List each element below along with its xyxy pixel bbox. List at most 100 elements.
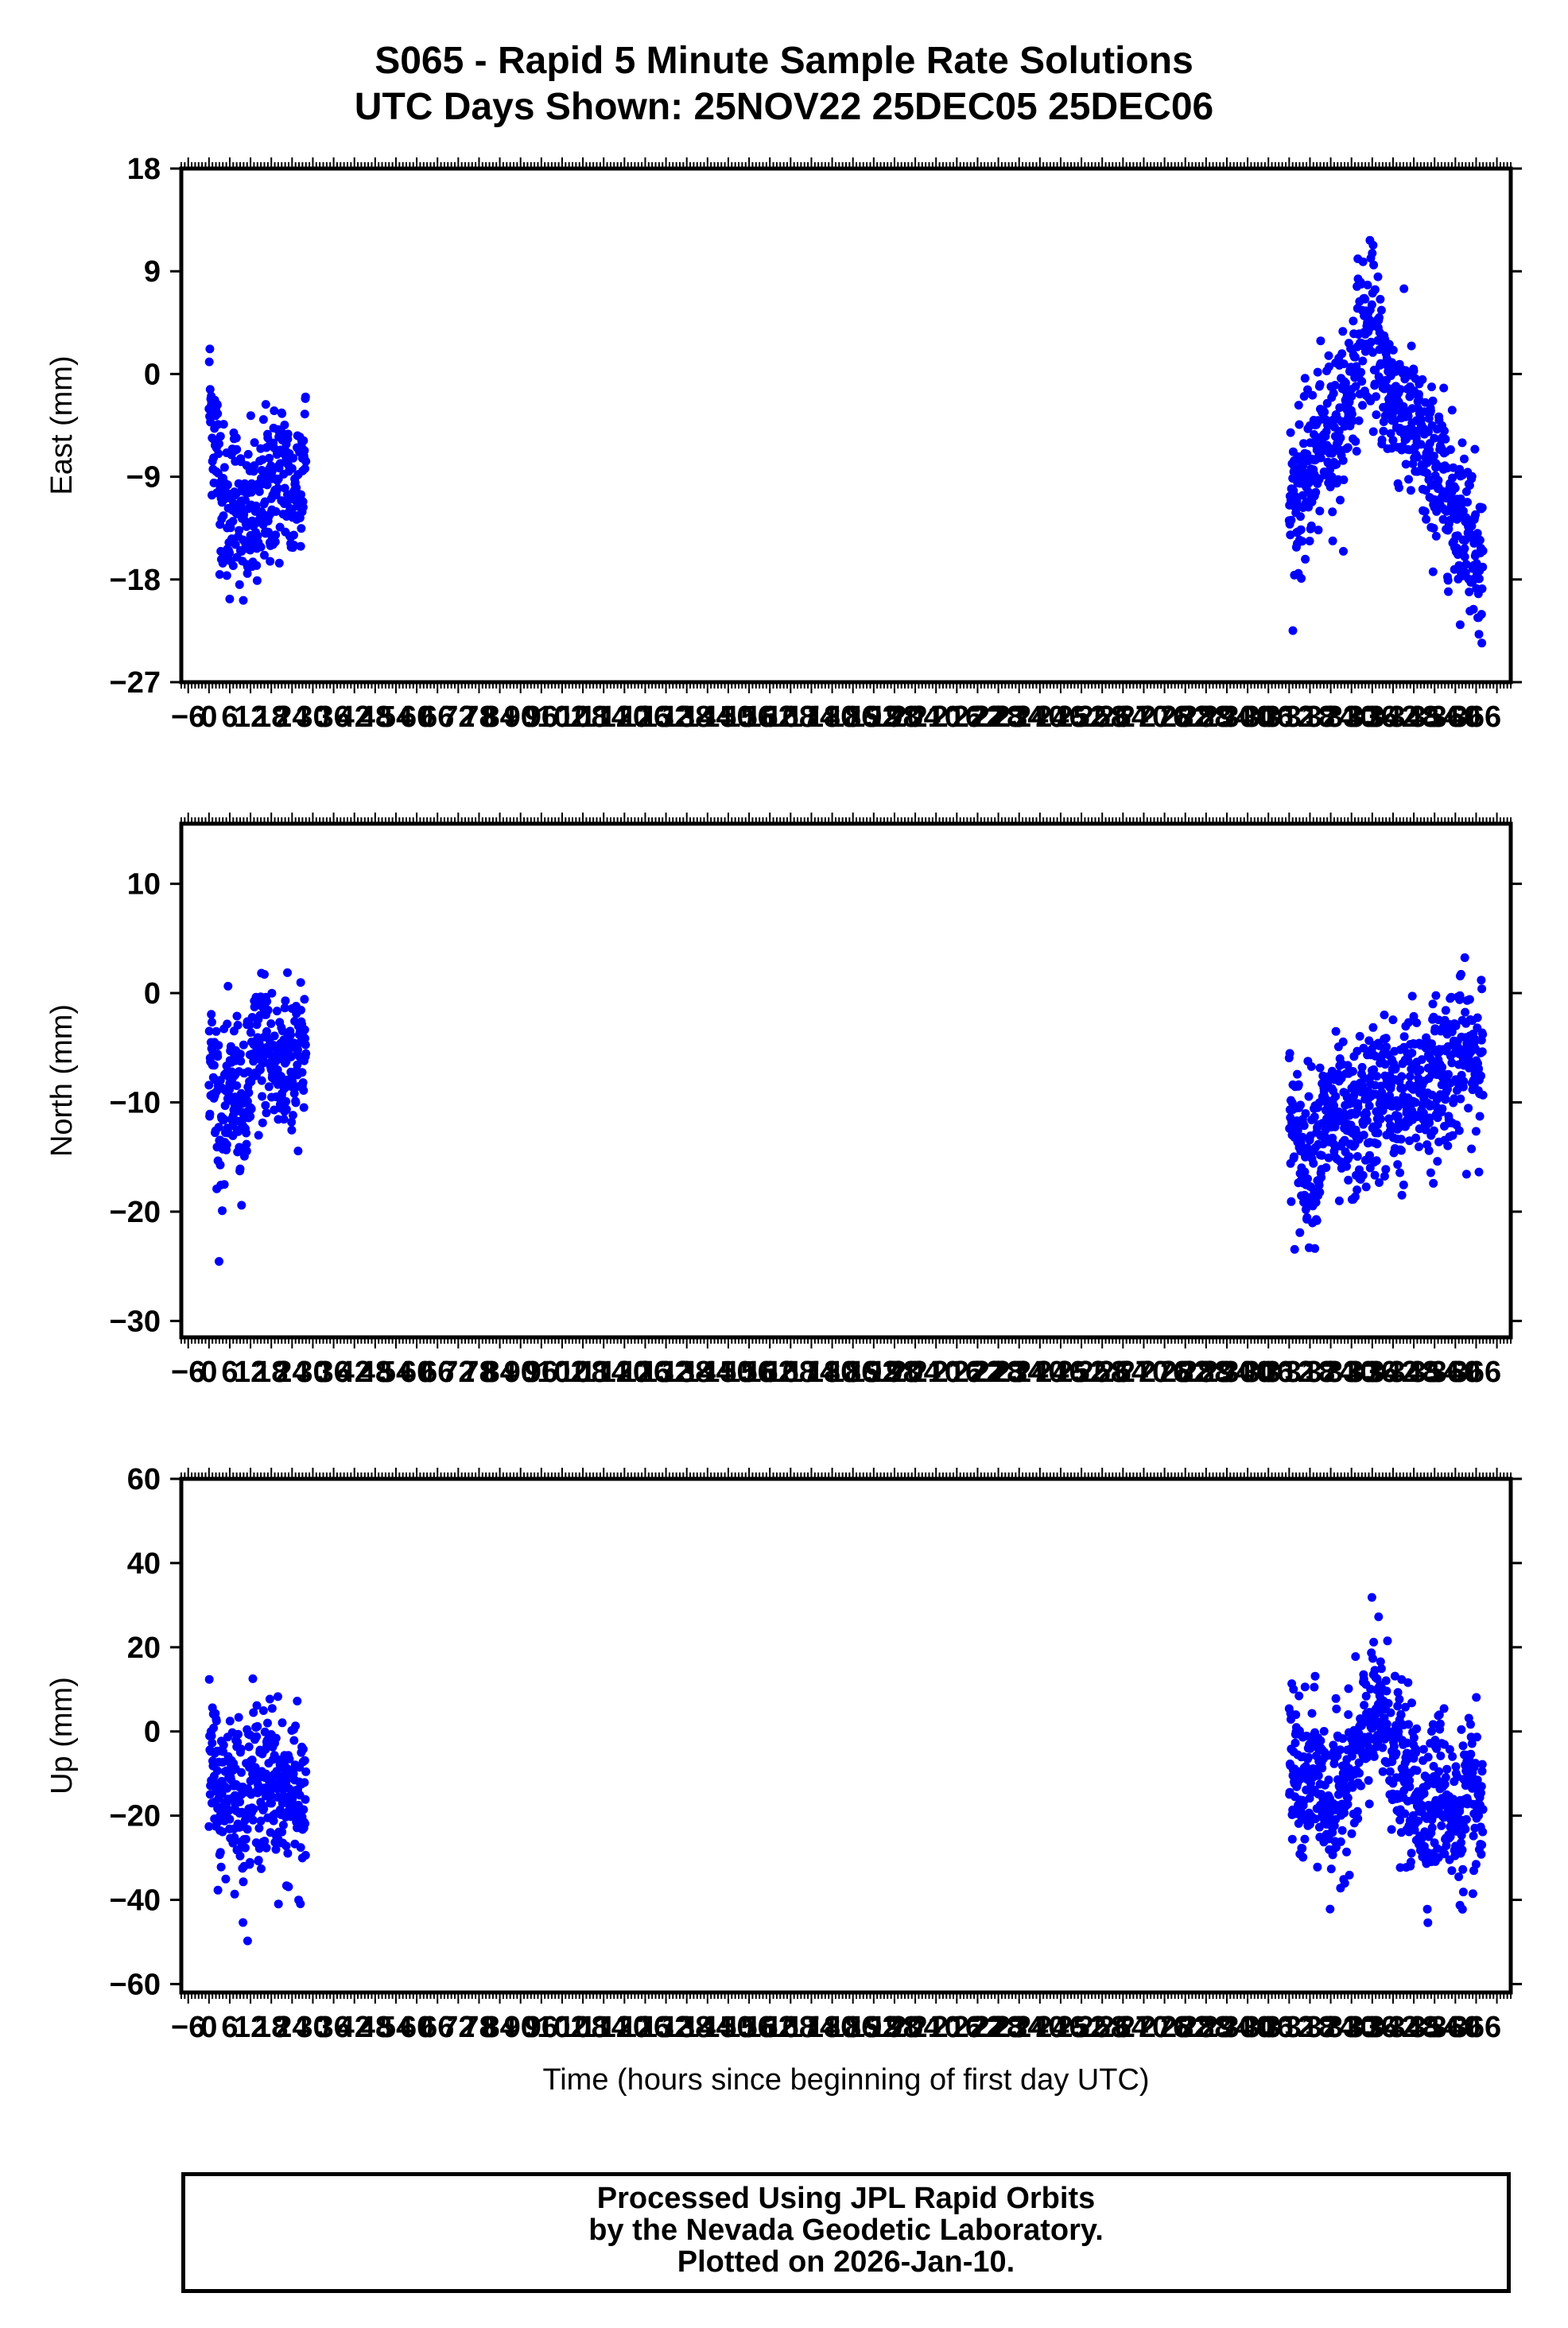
data-point <box>1446 445 1455 454</box>
data-point <box>223 981 233 991</box>
data-point <box>1315 1063 1325 1073</box>
data-point <box>1478 1827 1488 1837</box>
data-point <box>237 547 246 556</box>
data-point <box>1349 1067 1357 1076</box>
data-point <box>258 415 268 425</box>
data-point <box>252 576 262 585</box>
x-tick-label: 252 <box>1056 700 1106 734</box>
data-point <box>1285 1049 1294 1058</box>
data-point <box>233 1020 243 1030</box>
data-point <box>300 1756 309 1765</box>
x-tick-label: 210 <box>911 700 961 734</box>
data-point <box>1468 1889 1477 1899</box>
x-tick-label: 312 <box>1264 700 1314 734</box>
data-point <box>1411 1748 1421 1757</box>
data-point <box>1374 1612 1384 1621</box>
data-point <box>1360 1701 1369 1710</box>
data-point <box>1294 401 1303 410</box>
data-point <box>1372 1156 1381 1166</box>
x-tick-label: 336 <box>1347 700 1397 734</box>
data-point <box>253 531 262 541</box>
x-tick-label: 282 <box>1160 700 1210 734</box>
data-point <box>1395 385 1405 394</box>
data-point <box>1300 374 1310 383</box>
data-point <box>298 1744 308 1754</box>
data-point <box>1411 1133 1421 1143</box>
data-point <box>237 1767 246 1777</box>
data-point <box>1375 1178 1384 1187</box>
y-tick-label: 9 <box>144 255 161 289</box>
data-point <box>1309 1158 1318 1168</box>
data-point <box>278 409 287 418</box>
data-point <box>1310 1112 1319 1122</box>
data-point <box>1306 1062 1316 1071</box>
data-point <box>1358 401 1367 410</box>
data-point <box>1315 380 1325 390</box>
data-point <box>292 483 301 492</box>
data-point <box>215 1848 225 1857</box>
data-point <box>1454 561 1464 570</box>
data-point <box>1364 1799 1374 1809</box>
x-tick-label: 96 <box>525 700 558 734</box>
data-point <box>1362 1109 1371 1119</box>
data-point <box>300 995 309 1004</box>
data-point <box>1472 1693 1481 1702</box>
data-point <box>231 540 240 549</box>
data-point <box>1464 1104 1473 1113</box>
data-point <box>1477 984 1487 994</box>
plot-frame <box>179 821 1513 1340</box>
data-point <box>1302 1212 1312 1222</box>
data-point <box>1345 1870 1354 1880</box>
data-point <box>278 1026 287 1036</box>
data-point <box>212 1717 221 1725</box>
data-point <box>1477 1840 1487 1849</box>
data-point <box>266 557 275 566</box>
data-point <box>1294 420 1304 429</box>
data-point <box>232 444 242 454</box>
data-point <box>242 1147 251 1156</box>
data-point <box>1287 1834 1297 1844</box>
data-point <box>1300 1682 1310 1692</box>
data-point <box>1328 536 1337 545</box>
data-point <box>1355 1768 1364 1778</box>
data-point <box>228 561 238 570</box>
x-tick-label: 60 <box>400 700 433 734</box>
data-point <box>1427 382 1436 392</box>
data-point <box>1475 535 1485 545</box>
data-point <box>1441 434 1450 444</box>
data-point <box>237 1201 246 1210</box>
data-point <box>205 344 215 354</box>
data-point <box>249 1804 258 1814</box>
data-point <box>262 480 272 490</box>
data-point <box>1452 543 1461 553</box>
data-point <box>299 1103 309 1112</box>
data-point <box>1423 1918 1433 1927</box>
data-point <box>1338 327 1348 336</box>
y-tick-label: 10 <box>127 868 161 902</box>
data-point <box>296 1899 305 1908</box>
y-tick-label: −30 <box>110 1305 161 1338</box>
data-point <box>270 406 279 416</box>
x-tick-label: 18 <box>254 700 288 734</box>
data-point <box>1460 552 1469 561</box>
data-point <box>1375 1041 1384 1050</box>
data-point <box>291 1721 301 1731</box>
data-point <box>1304 1752 1314 1762</box>
data-point <box>257 1076 266 1085</box>
data-point <box>1477 1071 1485 1081</box>
data-point <box>1335 403 1345 413</box>
data-point <box>204 1026 214 1036</box>
data-point <box>1366 337 1376 347</box>
data-point <box>1351 1652 1360 1661</box>
x-tick-label: 294 <box>1201 700 1252 734</box>
data-point <box>1331 1026 1341 1036</box>
x-tick-label: 198 <box>869 700 919 734</box>
data-point <box>235 1050 245 1059</box>
data-point <box>270 537 280 546</box>
data-point <box>1431 991 1441 1000</box>
data-point <box>258 1706 268 1715</box>
data-point <box>1478 546 1488 556</box>
data-point <box>1299 392 1309 401</box>
data-point <box>287 1125 297 1135</box>
